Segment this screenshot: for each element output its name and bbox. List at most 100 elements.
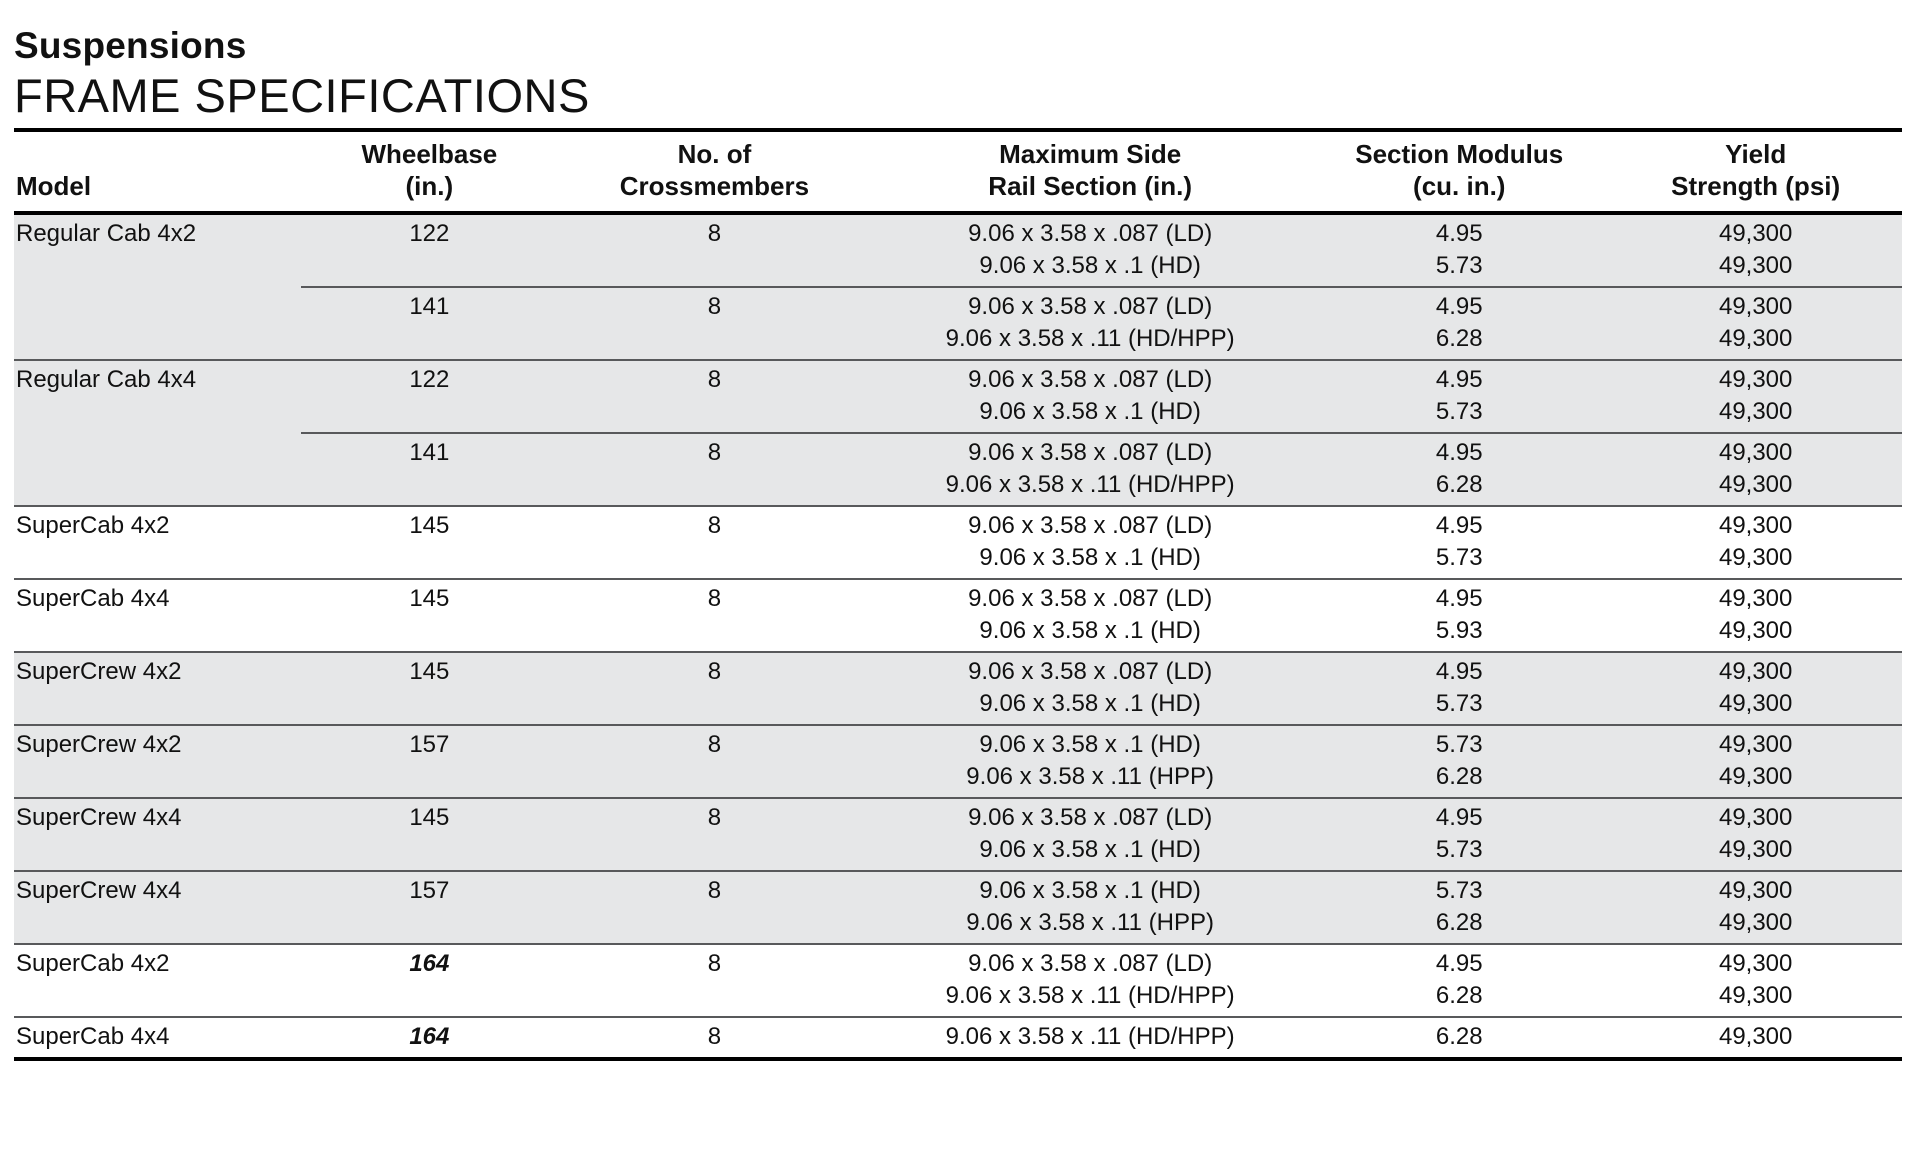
wheelbase-cell: 145 [300,797,558,871]
wheelbase-cell: 145 [300,505,558,579]
crossmembers-cell: 8 [557,724,872,798]
section-modulus-cell: 4.95 [1309,797,1610,834]
yield-strength-cell: 49,300 [1609,213,1902,250]
section-modulus-cell: 4.95 [1309,505,1610,542]
yield-strength-cell: 49,300 [1609,907,1902,944]
yield-strength-cell: 49,300 [1609,396,1902,433]
yield-strength-cell: 49,300 [1609,578,1902,615]
model-cell: Regular Cab 4x2 [14,213,301,360]
header-label: Yield [1725,139,1787,169]
section-modulus-cell: 6.28 [1309,761,1610,798]
rail-section-cell: 9.06 x 3.58 x .1 (HD) [871,724,1310,761]
section-modulus-cell: 5.73 [1435,544,1483,571]
crossmembers-cell: 8 [557,651,872,725]
table-row: SuperCrew 4x2 157 8 9.06 x 3.58 x .1 (HD) 5.… [14,724,1902,798]
crossmembers-cell: 8 [557,1016,872,1059]
rail-section-cell: 9.06 x 3.58 x .087 (LD) [871,505,1310,542]
yield-strength-cell: 49,300 [1609,323,1902,360]
table-row: 141 8 9.06 x 3.58 x .087 (LD) 4.95 49,300 [14,286,1902,360]
document-page: Suspensions FRAME SPECIFICATIONS Model W… [0,24,1928,1061]
wheelbase-cell: 141 [300,286,558,360]
wheelbase-cell: 122 [300,213,558,287]
column-header-wheelbase: Wheelbase (in.) [300,130,558,215]
table-row: 9.06 x 3.58 x .11 (HPP) 6.28 49,300 [14,907,1902,944]
rail-section-cell: 9.06 x 3.58 x .1 (HD) [979,544,1201,571]
header-label: Strength (psi) [1671,171,1841,201]
header-row: Model Wheelbase (in.) No. of Crossmember… [14,130,1902,215]
table-row: SuperCab 4x4 164 8 9.06 x 3.58 x .11 (HD/HP… [14,1016,1902,1059]
model-cell: Regular Cab 4x4 [14,359,301,506]
rail-section-cell: 9.06 x 3.58 x .1 (HD) [871,870,1310,907]
section-modulus-cell: 5.73 [1309,724,1610,761]
crossmembers-cell: 8 [557,432,872,506]
section-modulus-cell: 5.73 [1309,688,1610,725]
table-body: Regular Cab 4x2 122 8 9.06 x 3.58 x .087 (L… [14,213,1902,1059]
crossmembers-cell: 8 [557,943,872,1017]
table-row: 9.06 x 3.58 x .1 (HD) 5.93 49,300 [14,615,1902,652]
yield-strength-cell: 49,300 [1609,469,1902,506]
column-header-section-modulus: Section Modulus (cu. in.) [1309,130,1610,215]
yield-strength-cell: 49,300 [1609,505,1902,542]
yield-strength-cell: 49,300 [1609,1016,1902,1059]
rail-section-cell: 9.06 x 3.58 x .087 (LD) [871,286,1310,323]
rail-section-cell: 9.06 x 3.58 x .1 (HD) [871,396,1310,433]
yield-strength-cell: 49,300 [1609,286,1902,323]
yield-strength-cell: 49,300 [1718,544,1793,571]
frame-specifications-table: Model Wheelbase (in.) No. of Crossmember… [14,128,1902,1061]
crossmembers-cell: 8 [557,286,872,360]
wheelbase-cell: 122 [300,359,558,433]
section-modulus-cell: 4.95 [1309,578,1610,615]
rail-section-cell: 9.06 x 3.58 x .11 (HD/HPP) [871,323,1310,360]
table-row: SuperCrew 4x4 157 8 9.06 x 3.58 x .1 (HD) 5.… [14,870,1902,944]
table-header: Model Wheelbase (in.) No. of Crossmember… [14,130,1902,215]
table-row: 9.06 x 3.58 x .1 (HD) 5.73 49,300 [14,250,1902,287]
table-row: Regular Cab 4x4 122 8 9.06 x 3.58 x .087 (L… [14,359,1902,506]
table-row: SuperCab 4x2 145 8 9.06 x 3.58 x .087 (LD) 4… [14,505,1902,579]
rail-section-cell: 9.06 x 3.58 x .1 (HD) [871,834,1310,871]
section-modulus-cell: 5.73 [1309,834,1610,871]
table-row: 9.06 x 3.58 x .1 (HD) 5.73 49,300 [14,396,1902,433]
section-modulus-cell: 6.28 [1309,1016,1610,1059]
crossmembers-cell: 8 [557,870,872,944]
header-label: Crossmembers [619,171,810,201]
rail-section-cell: 9.06 x 3.58 x .087 (LD) [871,943,1310,980]
rail-section-cell: 9.06 x 3.58 x .11 (HPP) [871,761,1310,798]
section-modulus-cell: 4.95 [1309,286,1610,323]
yield-strength-cell: 49,300 [1609,688,1902,725]
section-modulus-cell: 5.73 [1309,250,1610,287]
model-cell: SuperCab 4x4 [14,1016,301,1059]
crossmembers-cell: 8 [557,578,872,652]
rail-section-cell: 9.06 x 3.58 x .1 (HD) [871,688,1310,725]
yield-strength-cell: 49,300 [1609,797,1902,834]
header-label: Maximum Side [999,139,1182,169]
yield-strength-cell: 49,300 [1609,834,1902,871]
section-modulus-cell: 4.95 [1309,943,1610,980]
crossmembers-cell: 8 [557,213,872,287]
header-label: No. of [677,139,752,169]
yield-strength-cell: 49,300 [1609,250,1902,287]
column-header-yield-strength: Yield Strength (psi) [1609,130,1902,215]
page-subtitle: FRAME SPECIFICATIONS [14,69,590,122]
yield-strength-cell: 49,300 [1609,943,1902,980]
yield-strength-cell: 49,300 [1718,617,1793,644]
yield-strength-cell: 49,300 [1609,724,1902,761]
rail-section-cell: 9.06 x 3.58 x .1 (HD) [871,250,1310,287]
rail-section-cell: 9.06 x 3.58 x .11 (HPP) [871,907,1310,944]
rail-section-cell: 9.06 x 3.58 x .11 (HD/HPP) [871,469,1310,506]
column-header-crossmembers: No. of Crossmembers [557,130,872,215]
section-modulus-cell: 6.28 [1309,323,1610,360]
page-title: Suspensions [14,25,247,66]
yield-strength-cell: 49,300 [1718,982,1793,1009]
wheelbase-cell: 157 [300,724,558,798]
section-modulus-cell: 4.95 [1309,651,1610,688]
table-row: 9.06 x 3.58 x .1 (HD) 5.73 49,300 [14,688,1902,725]
model-cell: SuperCab 4x2 [14,943,301,1017]
table-row: SuperCab 4x4 145 8 9.06 x 3.58 x .087 (LD) 4… [14,578,1902,652]
table-row: Regular Cab 4x2 122 8 9.06 x 3.58 x .087 (L… [14,213,1902,360]
section-modulus-cell: 4.95 [1309,359,1610,396]
table-row: 9.06 x 3.58 x .1 (HD) 5.73 49,300 [14,834,1902,871]
rail-section-cell: 9.06 x 3.58 x .087 (LD) [871,213,1310,250]
rail-section-cell: 9.06 x 3.58 x .087 (LD) [871,578,1310,615]
rail-section-cell: 9.06 x 3.58 x .11 (HD/HPP) [871,1016,1310,1059]
table-row: SuperCrew 4x4 145 8 9.06 x 3.58 x .087 (LD)… [14,797,1902,871]
